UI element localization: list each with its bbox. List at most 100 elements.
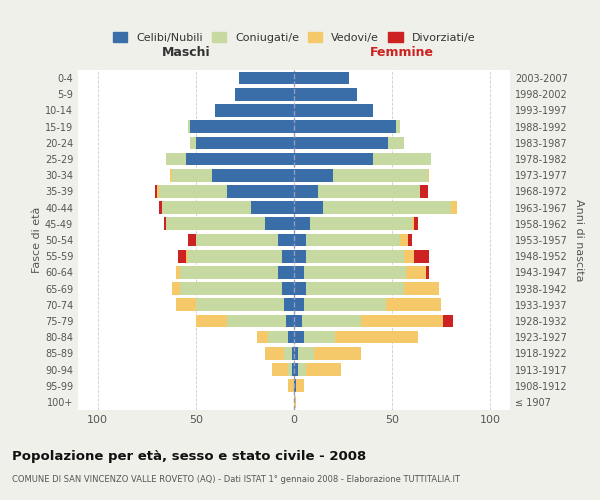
Bar: [335, 331, 418, 344]
Bar: [451, 202, 457, 214]
Bar: [294, 185, 317, 198]
Bar: [288, 331, 294, 344]
Bar: [306, 282, 404, 295]
Bar: [412, 218, 414, 230]
Bar: [396, 120, 400, 133]
Bar: [186, 152, 294, 166]
Bar: [294, 234, 306, 246]
Bar: [292, 363, 294, 376]
Bar: [294, 331, 304, 344]
Bar: [294, 363, 298, 376]
Bar: [268, 331, 288, 344]
Bar: [265, 218, 294, 230]
Bar: [190, 136, 196, 149]
Bar: [386, 298, 441, 311]
Bar: [166, 152, 186, 166]
Bar: [294, 136, 388, 149]
Bar: [196, 136, 294, 149]
Bar: [190, 120, 294, 133]
Bar: [215, 104, 294, 117]
Bar: [294, 88, 357, 101]
Bar: [294, 72, 349, 85]
Bar: [158, 202, 163, 214]
Bar: [227, 314, 286, 328]
Bar: [296, 380, 304, 392]
Bar: [294, 169, 333, 181]
Bar: [414, 218, 418, 230]
Bar: [361, 314, 443, 328]
Bar: [294, 152, 373, 166]
Bar: [158, 185, 227, 198]
Text: COMUNE DI SAN VINCENZO VALLE ROVETO (AQ) - Dati ISTAT 1° gennaio 2008 - Elaboraz: COMUNE DI SAN VINCENZO VALLE ROVETO (AQ)…: [12, 475, 460, 484]
Bar: [414, 250, 430, 262]
Text: Femmine: Femmine: [370, 46, 434, 59]
Bar: [294, 202, 323, 214]
Bar: [176, 298, 196, 311]
Bar: [317, 185, 419, 198]
Bar: [404, 282, 439, 295]
Bar: [278, 266, 294, 278]
Bar: [257, 331, 268, 344]
Bar: [314, 347, 361, 360]
Bar: [155, 185, 157, 198]
Y-axis label: Fasce di età: Fasce di età: [32, 207, 42, 273]
Bar: [443, 314, 453, 328]
Bar: [294, 347, 298, 360]
Bar: [196, 234, 278, 246]
Bar: [294, 250, 306, 262]
Bar: [196, 314, 227, 328]
Bar: [298, 363, 306, 376]
Bar: [235, 88, 294, 101]
Bar: [306, 234, 400, 246]
Bar: [172, 282, 180, 295]
Bar: [188, 250, 282, 262]
Bar: [172, 169, 212, 181]
Bar: [408, 234, 412, 246]
Text: Maschi: Maschi: [161, 46, 211, 59]
Bar: [294, 120, 396, 133]
Bar: [282, 282, 294, 295]
Bar: [284, 347, 292, 360]
Bar: [298, 347, 314, 360]
Bar: [288, 363, 292, 376]
Bar: [176, 266, 180, 278]
Bar: [286, 314, 294, 328]
Bar: [306, 363, 341, 376]
Bar: [306, 250, 404, 262]
Bar: [278, 234, 294, 246]
Bar: [265, 347, 284, 360]
Bar: [388, 136, 404, 149]
Bar: [164, 218, 166, 230]
Bar: [251, 202, 294, 214]
Bar: [166, 218, 265, 230]
Bar: [323, 202, 451, 214]
Bar: [294, 298, 304, 311]
Bar: [186, 250, 188, 262]
Y-axis label: Anni di nascita: Anni di nascita: [574, 198, 584, 281]
Bar: [304, 331, 335, 344]
Bar: [157, 185, 158, 198]
Bar: [272, 363, 288, 376]
Bar: [294, 396, 296, 408]
Bar: [294, 282, 306, 295]
Bar: [294, 314, 302, 328]
Bar: [419, 185, 428, 198]
Bar: [294, 104, 373, 117]
Bar: [188, 120, 190, 133]
Bar: [292, 347, 294, 360]
Bar: [163, 202, 251, 214]
Bar: [425, 266, 430, 278]
Bar: [288, 380, 294, 392]
Bar: [212, 169, 294, 181]
Bar: [304, 266, 406, 278]
Bar: [428, 169, 430, 181]
Text: Popolazione per età, sesso e stato civile - 2008: Popolazione per età, sesso e stato civil…: [12, 450, 366, 463]
Bar: [294, 266, 304, 278]
Bar: [227, 185, 294, 198]
Bar: [373, 152, 431, 166]
Bar: [294, 380, 296, 392]
Bar: [302, 314, 361, 328]
Bar: [310, 218, 412, 230]
Bar: [400, 234, 408, 246]
Bar: [196, 298, 284, 311]
